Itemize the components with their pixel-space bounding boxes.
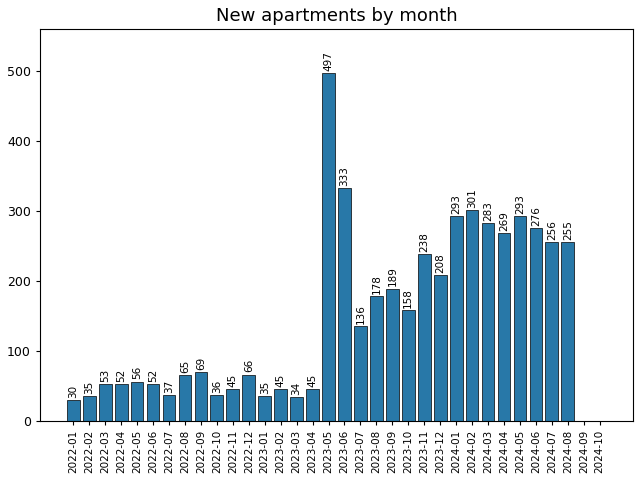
- Bar: [370, 296, 383, 420]
- Text: 497: 497: [324, 51, 333, 71]
- Text: 65: 65: [180, 360, 190, 373]
- Bar: [450, 216, 463, 420]
- Bar: [83, 396, 95, 420]
- Text: 45: 45: [276, 374, 285, 387]
- Bar: [354, 325, 367, 420]
- Bar: [545, 242, 558, 420]
- Text: 189: 189: [387, 266, 397, 287]
- Bar: [147, 384, 159, 420]
- Bar: [338, 188, 351, 420]
- Text: 53: 53: [100, 368, 110, 382]
- Text: 52: 52: [148, 369, 158, 382]
- Text: 52: 52: [116, 369, 126, 382]
- Bar: [259, 396, 271, 420]
- Text: 301: 301: [467, 189, 477, 208]
- Text: 293: 293: [451, 194, 461, 214]
- Bar: [195, 372, 207, 420]
- Bar: [227, 389, 239, 420]
- Text: 238: 238: [419, 232, 429, 252]
- Text: 45: 45: [308, 374, 317, 387]
- Text: 158: 158: [403, 288, 413, 308]
- Text: 37: 37: [164, 380, 174, 393]
- Bar: [163, 395, 175, 420]
- Text: 255: 255: [563, 220, 573, 240]
- Text: 208: 208: [435, 253, 445, 273]
- Bar: [115, 384, 127, 420]
- Bar: [99, 384, 111, 420]
- Bar: [211, 396, 223, 420]
- Text: 256: 256: [547, 220, 557, 240]
- Text: 178: 178: [371, 274, 381, 294]
- Bar: [529, 228, 542, 420]
- Text: 333: 333: [339, 166, 349, 186]
- Text: 136: 136: [355, 304, 365, 324]
- Text: 45: 45: [228, 374, 238, 387]
- Text: 276: 276: [531, 206, 541, 226]
- Text: 35: 35: [84, 381, 94, 394]
- Bar: [498, 233, 510, 420]
- Bar: [306, 389, 319, 420]
- Text: 269: 269: [499, 211, 509, 230]
- Bar: [513, 216, 526, 420]
- Bar: [418, 254, 431, 420]
- Text: 56: 56: [132, 366, 142, 379]
- Text: 36: 36: [212, 380, 222, 394]
- Text: 69: 69: [196, 357, 206, 371]
- Bar: [131, 382, 143, 420]
- Text: 66: 66: [244, 359, 254, 372]
- Bar: [291, 397, 303, 420]
- Text: 30: 30: [68, 384, 78, 397]
- Bar: [275, 389, 287, 420]
- Bar: [179, 375, 191, 420]
- Bar: [322, 73, 335, 420]
- Bar: [386, 288, 399, 420]
- Title: New apartments by month: New apartments by month: [216, 7, 458, 25]
- Bar: [482, 223, 495, 420]
- Text: 34: 34: [292, 382, 301, 395]
- Bar: [434, 276, 447, 420]
- Text: 35: 35: [260, 381, 269, 394]
- Bar: [561, 242, 574, 420]
- Bar: [67, 400, 80, 420]
- Text: 293: 293: [515, 194, 525, 214]
- Bar: [466, 210, 479, 420]
- Text: 283: 283: [483, 201, 493, 221]
- Bar: [243, 374, 255, 420]
- Bar: [402, 310, 415, 420]
